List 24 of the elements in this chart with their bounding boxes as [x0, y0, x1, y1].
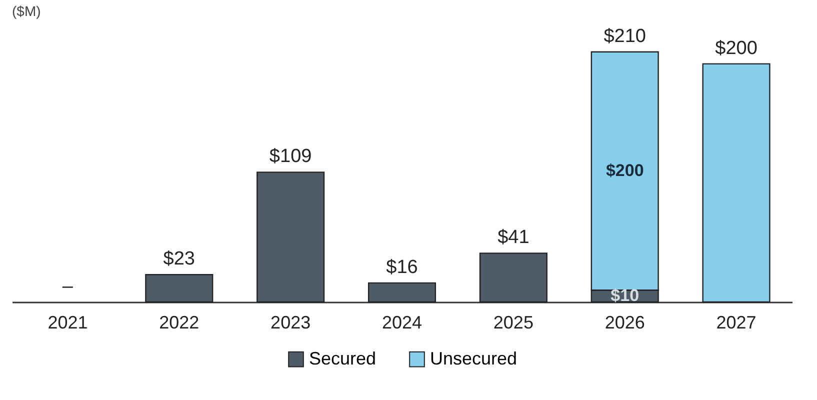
legend-label: Secured: [309, 348, 376, 368]
data-label: $200: [606, 161, 644, 180]
x-tick-label: 2027: [716, 312, 756, 332]
bar: [479, 252, 548, 303]
x-tick-label: 2023: [270, 312, 311, 332]
text: –: [62, 276, 74, 297]
total-label: $41: [498, 227, 530, 248]
total-label: $16: [386, 256, 418, 278]
bar: [145, 274, 214, 303]
total-label: $200: [715, 38, 758, 59]
legend-label: Unsecured: [430, 348, 518, 368]
bar: [256, 172, 325, 303]
x-tick-label: 2024: [382, 312, 422, 332]
x-tick-label: 2026: [604, 312, 645, 332]
x-tick-label: 2021: [48, 312, 88, 332]
x-tick-label: 2022: [159, 312, 200, 332]
total-label: $23: [163, 248, 195, 270]
x-tick-label: 2025: [493, 312, 534, 332]
data-label: $10: [610, 286, 640, 306]
total-label: $210: [604, 26, 646, 47]
total-label: $109: [269, 146, 312, 168]
bar: [702, 63, 770, 303]
y-axis-title: ($M): [12, 2, 41, 19]
bar: [368, 282, 436, 303]
